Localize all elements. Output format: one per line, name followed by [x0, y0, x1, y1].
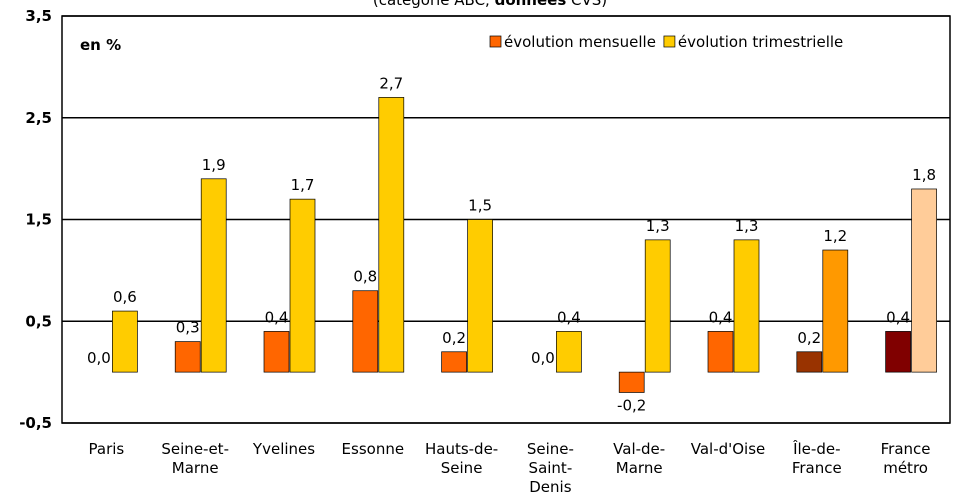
x-tick-line: Marne	[616, 459, 663, 477]
legend-label: évolution trimestrielle	[678, 33, 843, 51]
bar	[378, 97, 405, 373]
legend-swatch	[489, 35, 502, 48]
x-tick-label: Yvelines	[252, 440, 315, 458]
y-tick-label: 3,5	[25, 7, 52, 25]
bar	[733, 239, 760, 373]
bar	[112, 310, 138, 373]
bar	[885, 331, 911, 373]
bar	[644, 239, 671, 373]
value-label: 2,7	[379, 74, 403, 92]
value-label: 0,2	[442, 329, 466, 347]
bar	[352, 290, 379, 373]
bar	[289, 198, 316, 373]
bar	[467, 219, 493, 373]
x-tick-label: Essonne	[342, 440, 405, 458]
bar	[556, 331, 582, 373]
bar	[707, 331, 734, 373]
legend-label: évolution mensuelle	[504, 33, 656, 51]
value-label: 1,8	[912, 166, 936, 184]
y-tick-label: 0,5	[25, 312, 52, 330]
x-tick-line: Seine	[441, 459, 483, 477]
value-label: 1,2	[823, 227, 847, 245]
value-label: 1,9	[202, 156, 226, 174]
x-tick-label: France métro	[881, 440, 931, 477]
bar	[200, 178, 227, 373]
x-tick-line: Saint-	[529, 459, 573, 477]
x-tick-label: Seine-et-Marne	[161, 440, 229, 477]
bar	[441, 351, 467, 373]
value-label: 0,8	[353, 268, 377, 286]
x-tick-line: Val-d'Oise	[691, 440, 766, 458]
bar	[174, 341, 201, 373]
value-label: 1,5	[468, 197, 492, 215]
value-label: 0,4	[886, 308, 910, 326]
value-label: 0,4	[265, 308, 289, 326]
x-tick-label: Hauts-de-Seine	[425, 440, 498, 477]
value-label: 0,6	[113, 288, 137, 306]
x-tick-label: Île-de-France	[792, 439, 842, 477]
value-label: 0,0	[87, 349, 111, 367]
x-tick-line: Paris	[89, 440, 125, 458]
y-tick-label: -0,5	[19, 414, 52, 432]
subtitle-part: (catégorie ABC,	[373, 0, 495, 9]
x-tick-line: métro	[883, 459, 928, 477]
x-tick-line: France	[792, 459, 842, 477]
x-tick-line: Yvelines	[252, 440, 315, 458]
value-label: 0,2	[797, 329, 821, 347]
value-label: -0,2	[617, 396, 646, 414]
x-tick-line: France	[881, 440, 931, 458]
x-tick-line: Seine-et-	[161, 440, 229, 458]
value-label: 1,7	[291, 176, 315, 194]
bar	[796, 351, 823, 373]
subtitle-part: CVS)	[566, 0, 607, 9]
subtitle-part: données	[495, 0, 567, 9]
value-label: 1,3	[735, 217, 759, 235]
x-tick-line: Essonne	[342, 440, 405, 458]
x-tick-line: Hauts-de-	[425, 440, 498, 458]
value-label: 0,4	[709, 308, 733, 326]
x-tick-line: Marne	[172, 459, 219, 477]
value-label: 0,3	[176, 319, 200, 337]
legend-swatch	[663, 35, 676, 48]
x-tick-line: Seine-	[527, 440, 574, 458]
bar	[263, 331, 290, 373]
value-label: 0,0	[531, 349, 555, 367]
bar	[911, 188, 937, 373]
x-tick-label: Paris	[89, 440, 125, 458]
unit-label: en %	[80, 36, 121, 54]
bar	[822, 249, 849, 373]
x-tick-label: Val-de-Marne	[613, 440, 665, 477]
x-tick-line: Val-de-	[613, 440, 665, 458]
value-label: 1,3	[646, 217, 670, 235]
y-tick-label: 1,5	[25, 211, 52, 229]
x-tick-line: Île-de-	[792, 439, 840, 458]
bar	[618, 371, 645, 393]
value-label: 0,4	[557, 308, 581, 326]
chart-subtitle: (catégorie ABC, données CVS)	[373, 0, 607, 9]
x-tick-line: Denis	[529, 478, 571, 496]
y-tick-label: 2,5	[25, 109, 52, 127]
x-tick-label: Seine-Saint-Denis	[527, 440, 574, 496]
x-tick-label: Val-d'Oise	[691, 440, 766, 458]
